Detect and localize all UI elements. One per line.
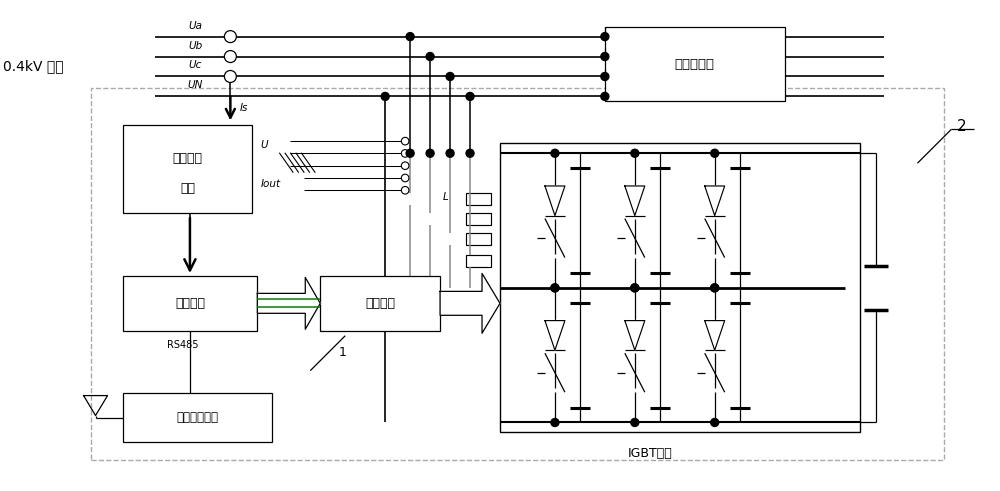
Circle shape	[631, 418, 639, 427]
Circle shape	[401, 150, 409, 157]
Circle shape	[401, 174, 409, 182]
Text: Iout: Iout	[260, 179, 280, 189]
Bar	[605, 27, 785, 102]
Circle shape	[401, 137, 409, 145]
Circle shape	[601, 92, 609, 101]
Circle shape	[711, 149, 719, 157]
Circle shape	[381, 92, 389, 101]
Polygon shape	[545, 186, 565, 216]
Circle shape	[466, 149, 474, 157]
Circle shape	[406, 149, 414, 157]
Bar	[123, 276, 257, 331]
Polygon shape	[625, 321, 645, 350]
Polygon shape	[705, 186, 725, 216]
Text: Ua: Ua	[188, 21, 202, 30]
Text: UN: UN	[188, 81, 203, 90]
Bar	[466, 213, 491, 225]
Circle shape	[426, 149, 434, 157]
Text: Is: Is	[239, 104, 248, 113]
Circle shape	[401, 162, 409, 169]
Text: 驱动指令: 驱动指令	[365, 297, 395, 310]
Circle shape	[224, 30, 236, 43]
Text: 集中控制系统: 集中控制系统	[176, 411, 218, 424]
Text: IGBT单元: IGBT单元	[627, 447, 672, 461]
Bar	[466, 233, 491, 245]
Polygon shape	[257, 277, 320, 329]
Text: 不平衡负荷: 不平衡负荷	[675, 57, 715, 71]
Polygon shape	[545, 321, 565, 350]
Circle shape	[406, 32, 414, 41]
Circle shape	[711, 418, 719, 427]
Bar	[500, 143, 860, 433]
Circle shape	[401, 187, 409, 194]
Bar	[91, 88, 944, 461]
Circle shape	[446, 149, 454, 157]
Text: L: L	[442, 192, 448, 202]
Text: 主控制器: 主控制器	[175, 297, 205, 310]
Circle shape	[224, 51, 236, 62]
Circle shape	[426, 53, 434, 60]
Text: U: U	[260, 140, 268, 150]
Text: 0.4kV 电源: 0.4kV 电源	[3, 59, 63, 74]
Circle shape	[631, 284, 639, 292]
Circle shape	[551, 284, 559, 292]
Circle shape	[466, 92, 474, 101]
Text: Uc: Uc	[189, 60, 202, 71]
Circle shape	[631, 149, 639, 157]
Circle shape	[224, 71, 236, 82]
Circle shape	[711, 284, 719, 292]
Polygon shape	[705, 321, 725, 350]
Bar	[466, 255, 491, 267]
Circle shape	[711, 284, 719, 292]
Text: RS485: RS485	[167, 340, 199, 350]
Text: 1: 1	[338, 346, 346, 359]
Polygon shape	[440, 273, 500, 333]
Polygon shape	[625, 186, 645, 216]
Text: 单元: 单元	[180, 182, 195, 195]
Circle shape	[551, 284, 559, 292]
Bar	[123, 393, 272, 442]
Circle shape	[601, 32, 609, 41]
Bar	[320, 276, 440, 331]
Circle shape	[601, 53, 609, 60]
Bar	[466, 193, 491, 205]
Circle shape	[601, 73, 609, 81]
Circle shape	[551, 418, 559, 427]
Text: 数据采集: 数据采集	[172, 152, 202, 165]
Text: Ub: Ub	[188, 41, 203, 51]
Circle shape	[446, 73, 454, 81]
Bar	[123, 125, 252, 213]
Text: 2: 2	[957, 119, 966, 134]
Circle shape	[551, 149, 559, 157]
Circle shape	[631, 284, 639, 292]
